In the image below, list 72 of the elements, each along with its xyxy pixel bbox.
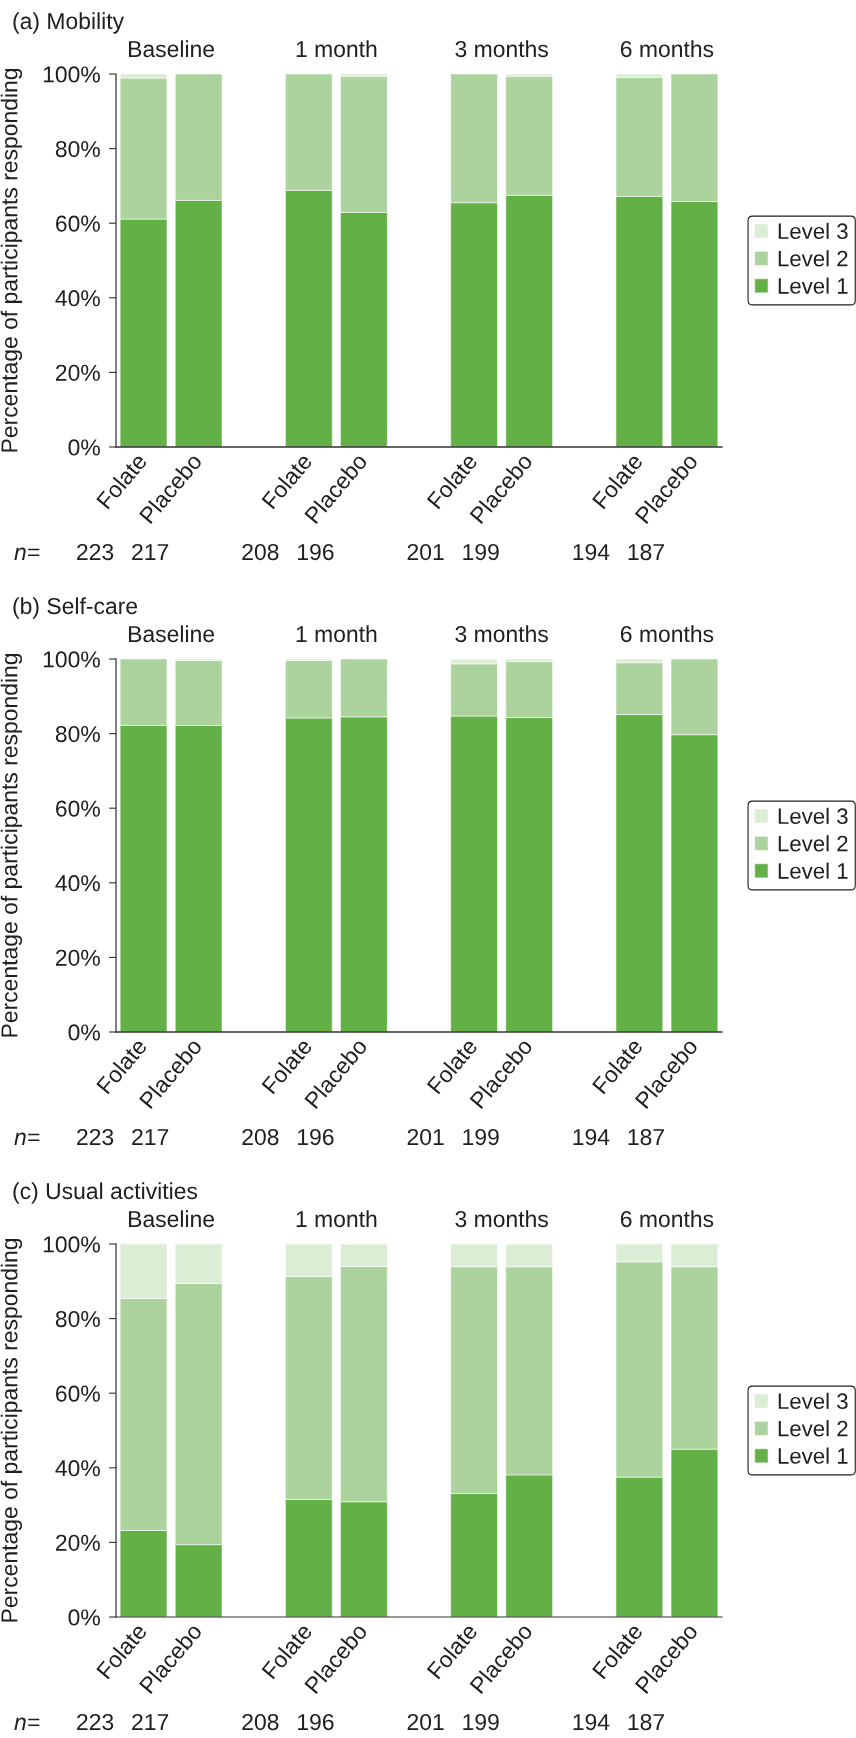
y-tick-label: 40% [55, 290, 100, 307]
y-tick-label: 80% [55, 140, 100, 158]
legend-label: Level 3 [778, 807, 848, 825]
text: 187 [628, 543, 664, 561]
text: 199 [463, 543, 499, 561]
text: 217 [132, 543, 169, 560]
text: 217 [132, 1713, 169, 1730]
text: 199 [463, 1713, 499, 1731]
chart-title: (c) Usual activities [13, 1182, 198, 1204]
text: 1 month [296, 40, 377, 58]
y-tick-label: 60% [56, 215, 100, 232]
text: Baseline [129, 625, 215, 643]
y-tick-label: 60% [56, 800, 100, 817]
text: 3 months [455, 40, 548, 58]
text: 194 [573, 543, 610, 561]
text: 196 [298, 1713, 334, 1731]
y-tick-label: 20% [56, 949, 100, 966]
text: 6 months [620, 1210, 714, 1228]
text: 223 [77, 543, 114, 561]
y-axis-title: Percentage of participants responding [0, 1238, 23, 1622]
legend-label: Level 2 [778, 1420, 848, 1437]
legend-label: Level 3 [778, 1392, 848, 1410]
text: 208 [242, 1128, 279, 1146]
text: 208 [242, 1713, 279, 1731]
text: 196 [298, 1128, 334, 1146]
text: n= [14, 1717, 40, 1730]
text: 201 [407, 1128, 444, 1146]
text: n= [14, 547, 40, 560]
y-axis-title: Percentage of participants responding [0, 68, 23, 452]
text: 6 months [620, 625, 714, 643]
text: 187 [628, 1128, 664, 1146]
y-tick-label: 100% [43, 66, 100, 83]
y-axis-title: Percentage of participants responding [0, 653, 23, 1037]
text: 199 [463, 1128, 499, 1146]
text: 1 month [296, 1210, 377, 1228]
chart-title: (a) Mobility [13, 12, 125, 34]
text: Baseline [129, 40, 215, 58]
text: Baseline [129, 1210, 215, 1228]
y-tick-label: 100% [43, 1236, 100, 1253]
legend-label: Level 1 [778, 1447, 848, 1464]
text: 3 months [455, 1210, 548, 1228]
text: 201 [407, 543, 444, 561]
y-tick-label: 80% [55, 1310, 100, 1328]
text: 208 [242, 543, 279, 561]
legend-label: Level 3 [778, 222, 848, 240]
y-tick-label: 100% [43, 651, 100, 668]
y-tick-label: 20% [56, 364, 100, 381]
y-tick-label: 0% [68, 439, 100, 456]
chart-title: (b) Self-care [13, 597, 138, 619]
text: n= [14, 1132, 40, 1145]
text: 223 [77, 1713, 114, 1731]
y-tick-label: 60% [56, 1385, 100, 1402]
text: 223 [77, 1128, 114, 1146]
y-tick-label: 40% [55, 875, 100, 892]
y-tick-label: 20% [56, 1534, 100, 1551]
text: 6 months [620, 40, 714, 58]
text: 187 [628, 1713, 664, 1731]
legend-label: Level 2 [778, 835, 848, 852]
text: 194 [573, 1713, 610, 1731]
legend-label: Level 2 [778, 250, 848, 267]
legend-label: Level 1 [778, 277, 848, 294]
text: 196 [298, 543, 334, 561]
text: 1 month [296, 625, 377, 643]
text: 3 months [455, 625, 548, 643]
y-tick-label: 0% [68, 1609, 100, 1626]
y-tick-label: 0% [68, 1024, 100, 1041]
text: 194 [573, 1128, 610, 1146]
y-tick-label: 80% [55, 725, 100, 743]
legend-label: Level 1 [778, 862, 848, 879]
text: 217 [132, 1128, 169, 1145]
text: 201 [407, 1713, 444, 1731]
y-tick-label: 40% [55, 1460, 100, 1477]
